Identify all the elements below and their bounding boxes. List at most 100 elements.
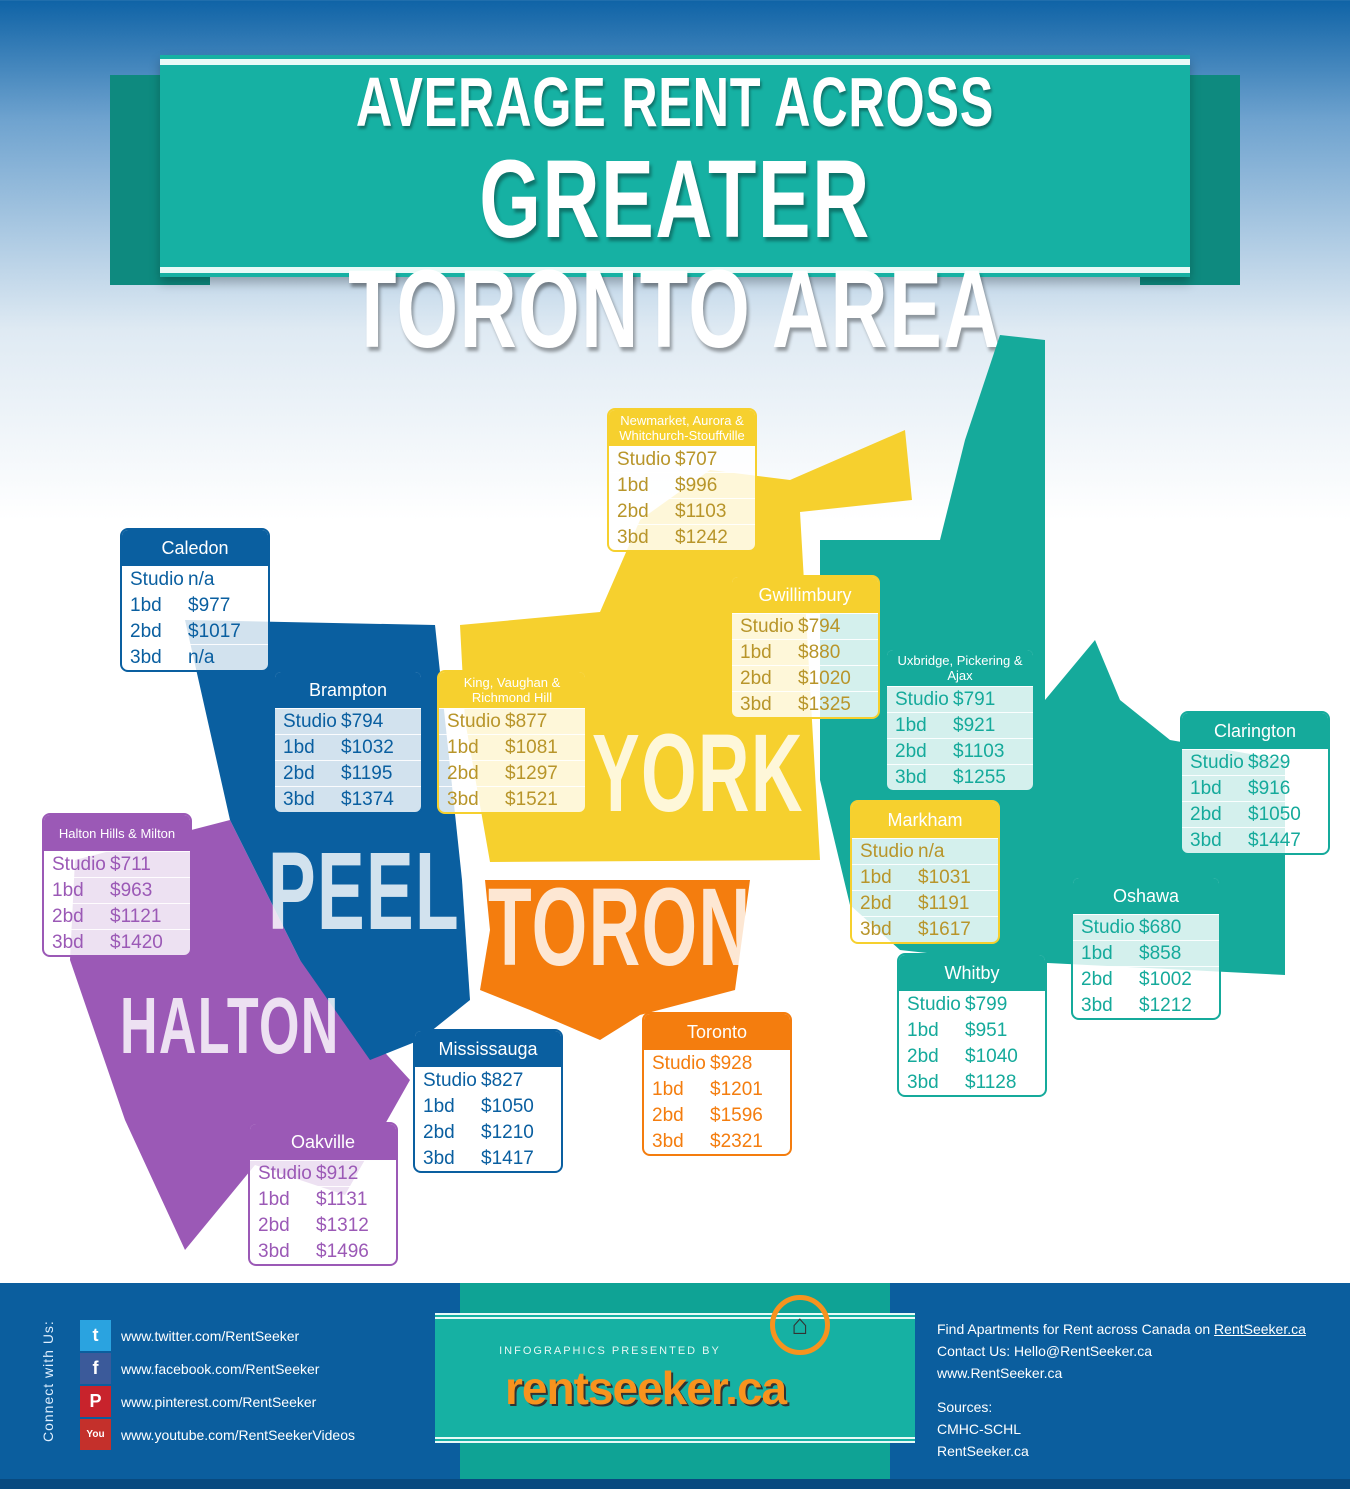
rent-value: $1017 [188, 620, 241, 642]
rent-value: $912 [316, 1162, 359, 1184]
logo-banner: INFOGRAPHICS PRESENTED BY rentseeker.ca … [435, 1283, 915, 1479]
rent-value: $829 [1248, 751, 1291, 773]
connect-label: Connect with Us: [40, 1320, 56, 1442]
unit-type: 3bd [860, 918, 892, 940]
rent-row: 1bd $963 [44, 877, 190, 903]
title-line-2: GREATER TORONTO AREA [348, 138, 1002, 371]
rent-row: Studio $791 [887, 686, 1033, 712]
region-label-halton: HALTON [120, 981, 340, 1070]
rent-row: 3bd $1128 [899, 1069, 1045, 1095]
region-label-peel: PEEL [268, 830, 460, 953]
rent-box-gwillimbury: Gwillimbury Studio $794 1bd $880 2bd $1020 3bd $… [730, 575, 880, 719]
rent-row: 1bd $1081 [439, 734, 585, 760]
rent-value: n/a [188, 568, 215, 590]
rent-row: 2bd $1002 [1073, 966, 1219, 992]
rent-value: $791 [953, 688, 996, 710]
rent-row: 1bd $858 [1073, 940, 1219, 966]
website-text[interactable]: www.RentSeeker.ca [937, 1365, 1063, 1381]
unit-type: 2bd [1081, 968, 1113, 990]
rent-row: 3bd $1617 [852, 916, 998, 942]
unit-type: Studio [423, 1069, 477, 1091]
rent-row: Studio $794 [275, 708, 421, 734]
unit-type: 3bd [258, 1240, 290, 1262]
rent-row: 2bd $1312 [250, 1212, 396, 1238]
rent-row: 2bd $1103 [887, 738, 1033, 764]
rent-value: $707 [675, 448, 718, 470]
unit-type: 1bd [860, 866, 892, 888]
box-title: Clarington [1182, 713, 1328, 749]
social-link[interactable]: f www.facebook.com/RentSeeker [80, 1353, 319, 1384]
social-link[interactable]: t www.twitter.com/RentSeeker [80, 1320, 299, 1351]
rent-value: $1040 [965, 1045, 1018, 1067]
box-title: Markham [852, 802, 998, 838]
rent-value: $1521 [505, 788, 558, 810]
rent-value: $1312 [316, 1214, 369, 1236]
rent-row: 1bd $1131 [250, 1186, 396, 1212]
social-url[interactable]: www.pinterest.com/RentSeeker [121, 1393, 317, 1410]
unit-type: 3bd [52, 931, 84, 953]
rent-row: Studio $912 [250, 1160, 396, 1186]
banner-body: AVERAGE RENT ACROSS GREATER TORONTO AREA [160, 55, 1190, 365]
unit-type: 3bd [423, 1147, 455, 1169]
unit-type: 2bd [1190, 803, 1222, 825]
rentseeker-link[interactable]: RentSeeker.ca [1214, 1321, 1306, 1337]
unit-type: Studio [652, 1052, 706, 1074]
rent-box-markham: Markham Studio n/a 1bd $1031 2bd $1191 3bd $1617 [850, 800, 1000, 944]
unit-type: Studio [907, 993, 961, 1015]
unit-type: Studio [895, 688, 949, 710]
rent-box-oshawa: Oshawa Studio $680 1bd $858 2bd $1002 3bd $1212 [1071, 876, 1221, 1020]
unit-type: 1bd [258, 1188, 290, 1210]
rent-value: $880 [798, 641, 841, 663]
region-label-york: YORK [592, 712, 804, 835]
rent-value: $877 [505, 710, 548, 732]
rent-value: $1210 [481, 1121, 534, 1143]
social-url[interactable]: www.youtube.com/RentSeekerVideos [121, 1426, 355, 1443]
rent-box-brampton: Brampton Studio $794 1bd $1032 2bd $1195 3bd $13… [273, 670, 423, 814]
region-label-durham: DURHAM [1040, 1020, 1350, 1143]
rent-row: 2bd $1020 [732, 665, 878, 691]
rent-value: $921 [953, 714, 996, 736]
unit-type: 2bd [740, 667, 772, 689]
rent-value: $1081 [505, 736, 558, 758]
rent-row: 2bd $1040 [899, 1043, 1045, 1069]
rent-value: $1191 [918, 892, 970, 914]
rent-row: 2bd $1017 [122, 618, 268, 644]
social-url[interactable]: www.twitter.com/RentSeeker [121, 1327, 300, 1344]
rent-value: $799 [965, 993, 1008, 1015]
rent-value: $711 [110, 853, 151, 875]
rent-value: $951 [965, 1019, 1008, 1041]
rent-row: 2bd $1210 [415, 1119, 561, 1145]
unit-type: 3bd [130, 646, 162, 668]
rent-row: Studio $827 [415, 1067, 561, 1093]
unit-type: 2bd [860, 892, 892, 914]
rent-value: $1128 [965, 1071, 1017, 1093]
rent-row: Studio $928 [644, 1050, 790, 1076]
unit-type: Studio [1190, 751, 1244, 773]
toronto-region [480, 880, 750, 1040]
social-url[interactable]: www.facebook.com/RentSeeker [121, 1360, 320, 1377]
rent-value: $1297 [505, 762, 558, 784]
unit-type: 3bd [617, 526, 649, 548]
unit-type: Studio [130, 568, 184, 590]
rent-value: $1103 [675, 500, 727, 522]
rent-value: $794 [798, 615, 841, 637]
unit-type: 1bd [617, 474, 649, 496]
box-title: Mississauga [415, 1031, 561, 1067]
rent-row: 3bd $1374 [275, 786, 421, 812]
box-title: Newmarket, Aurora & Whitchurch-Stouffvil… [609, 410, 755, 446]
rent-value: $1201 [710, 1078, 763, 1100]
unit-type: Studio [52, 853, 106, 875]
box-title: Oakville [250, 1124, 396, 1160]
contact-text: Contact Us: Hello@RentSeeker.ca [937, 1343, 1152, 1359]
rent-box-newmarket-aurora-whitchurch-stouffville: Newmarket, Aurora & Whitchurch-Stouffvil… [607, 408, 757, 552]
social-link[interactable]: You www.youtube.com/RentSeekerVideos [80, 1419, 355, 1450]
rent-row: 3bd $1521 [439, 786, 585, 812]
rent-value: $1050 [1248, 803, 1301, 825]
rent-box-mississauga: Mississauga Studio $827 1bd $1050 2bd $1210 3bd… [413, 1029, 563, 1173]
title-line-1: AVERAGE RENT ACROSS [355, 63, 995, 141]
unit-type: 2bd [423, 1121, 455, 1143]
find-text: Find Apartments for Rent across Canada o… [937, 1321, 1215, 1337]
unit-type: 1bd [895, 714, 927, 736]
source-item: RentSeeker.ca [937, 1443, 1029, 1459]
